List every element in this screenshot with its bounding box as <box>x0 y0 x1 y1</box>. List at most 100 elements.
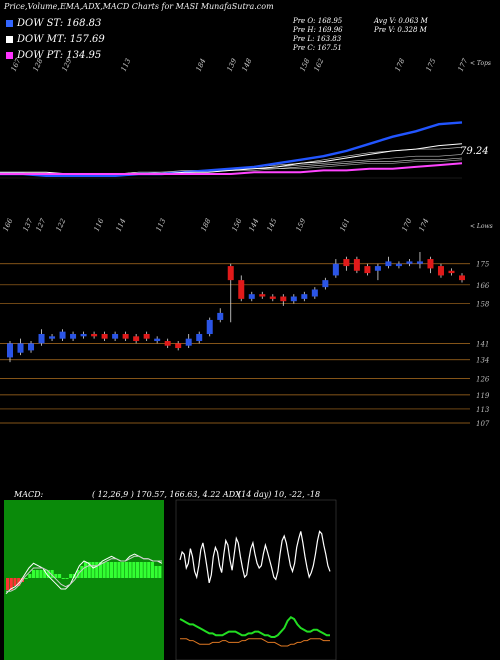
candle-body <box>364 266 371 274</box>
top-label: 177 <box>457 57 470 73</box>
candle-body <box>395 263 402 267</box>
bottom-label: 122 <box>55 217 68 233</box>
top-label: 162 <box>313 57 326 73</box>
macd-bar <box>9 578 13 590</box>
candle-body <box>248 294 255 299</box>
candle-body <box>217 312 224 320</box>
macd-bar <box>80 566 84 578</box>
macd-bar <box>54 574 58 578</box>
macd-bar <box>150 562 154 578</box>
top-label: 158 <box>299 57 312 73</box>
top-label: 128 <box>32 57 45 73</box>
macd-bar <box>84 562 88 578</box>
candle-body <box>227 266 234 281</box>
ema-value-label: 79.24 <box>460 146 489 157</box>
macd-bar <box>147 562 151 578</box>
candle-body <box>59 331 66 339</box>
top-label: 139 <box>226 57 239 73</box>
bottom-label: 137 <box>22 217 35 233</box>
candle-body <box>459 275 465 281</box>
legend-swatch-icon <box>6 20 13 27</box>
macd-bar <box>91 562 95 578</box>
stat-avg-volume: Avg V: 0.063 M <box>374 17 428 25</box>
legend-swatch-icon <box>6 36 13 43</box>
candle-body <box>7 343 13 358</box>
candle-body <box>238 280 245 299</box>
macd-bar <box>128 562 132 578</box>
candle-body <box>164 341 171 346</box>
candle-body <box>70 333 77 339</box>
bottom-label: 159 <box>295 217 308 233</box>
candle-body <box>91 333 98 337</box>
macd-bar <box>110 562 114 578</box>
price-tick-label: 119 <box>476 392 490 400</box>
top-label: 184 <box>195 57 208 73</box>
macd-label: MACD: <box>14 490 44 499</box>
candle-body <box>311 289 318 297</box>
candle-body <box>143 333 150 339</box>
candle-body <box>133 336 140 342</box>
candle-body <box>269 296 276 299</box>
macd-bar <box>143 562 147 578</box>
stat-pre-close: Pre C: 167.51 <box>293 44 342 52</box>
price-tick-label: 166 <box>476 282 490 290</box>
macd-params: ( 12,26,9 ) 170.57, 166.63, 4.22 ADX <box>92 490 241 499</box>
candle-body <box>290 296 297 302</box>
candle-body <box>437 266 444 276</box>
candle-body <box>448 270 455 274</box>
macd-bar <box>50 570 54 578</box>
bottom-label: 170 <box>401 217 414 233</box>
stat-pre-open: Pre O: 168.95 <box>293 17 343 25</box>
macd-panel-bg <box>4 500 164 660</box>
candle-body <box>385 261 392 267</box>
stat-pre-volume: Pre V: 0.328 M <box>374 26 427 34</box>
di-minus-line <box>180 638 330 647</box>
candle-body <box>17 343 24 353</box>
macd-bar <box>87 562 91 578</box>
candle-body <box>101 333 108 339</box>
candle-body <box>259 294 266 297</box>
price-tick-label: 126 <box>476 375 490 383</box>
ema-gray-line <box>0 159 463 175</box>
macd-bar <box>124 562 128 578</box>
candle-body <box>280 296 287 302</box>
bottom-label: 113 <box>155 217 168 233</box>
macd-line <box>5 553 163 595</box>
price-tick-label: 113 <box>476 406 490 414</box>
candle-body <box>154 338 161 342</box>
macd-bar <box>132 562 136 578</box>
candle-body <box>185 338 192 346</box>
macd-bar <box>17 578 21 586</box>
macd-bar <box>113 562 117 578</box>
bottom-label: 114 <box>115 217 128 233</box>
macd-bar <box>102 562 106 578</box>
candle-body <box>196 333 203 342</box>
macd-signal-line <box>6 555 162 592</box>
macd-bar <box>43 570 47 578</box>
candle-body <box>175 343 182 349</box>
legend-dow-st: DOW ST: 168.83 <box>6 18 101 29</box>
lows-label: < Lows <box>470 223 493 230</box>
candle-body <box>353 259 360 271</box>
candle-body <box>49 336 56 339</box>
price-tick-label: 107 <box>476 420 490 428</box>
macd-bar <box>154 566 158 578</box>
macd-bar <box>13 578 17 586</box>
candle-body <box>374 266 381 271</box>
macd-bar <box>158 566 162 578</box>
candle-body <box>416 261 423 264</box>
adx-panel-bg <box>175 499 337 660</box>
candle-body <box>38 333 45 344</box>
macd-bar <box>39 570 43 578</box>
candle-body <box>122 333 129 339</box>
macd-bar <box>28 574 32 578</box>
candle-body <box>343 259 350 267</box>
di-plus-line <box>179 615 330 638</box>
macd-bar <box>6 578 10 590</box>
macd-bar <box>136 562 140 578</box>
adx-params: (14 day) 10, -22, -18 <box>238 490 321 499</box>
bottom-label: 188 <box>200 217 213 233</box>
candle-body <box>206 319 213 334</box>
price-tick-label: 141 <box>476 340 489 348</box>
